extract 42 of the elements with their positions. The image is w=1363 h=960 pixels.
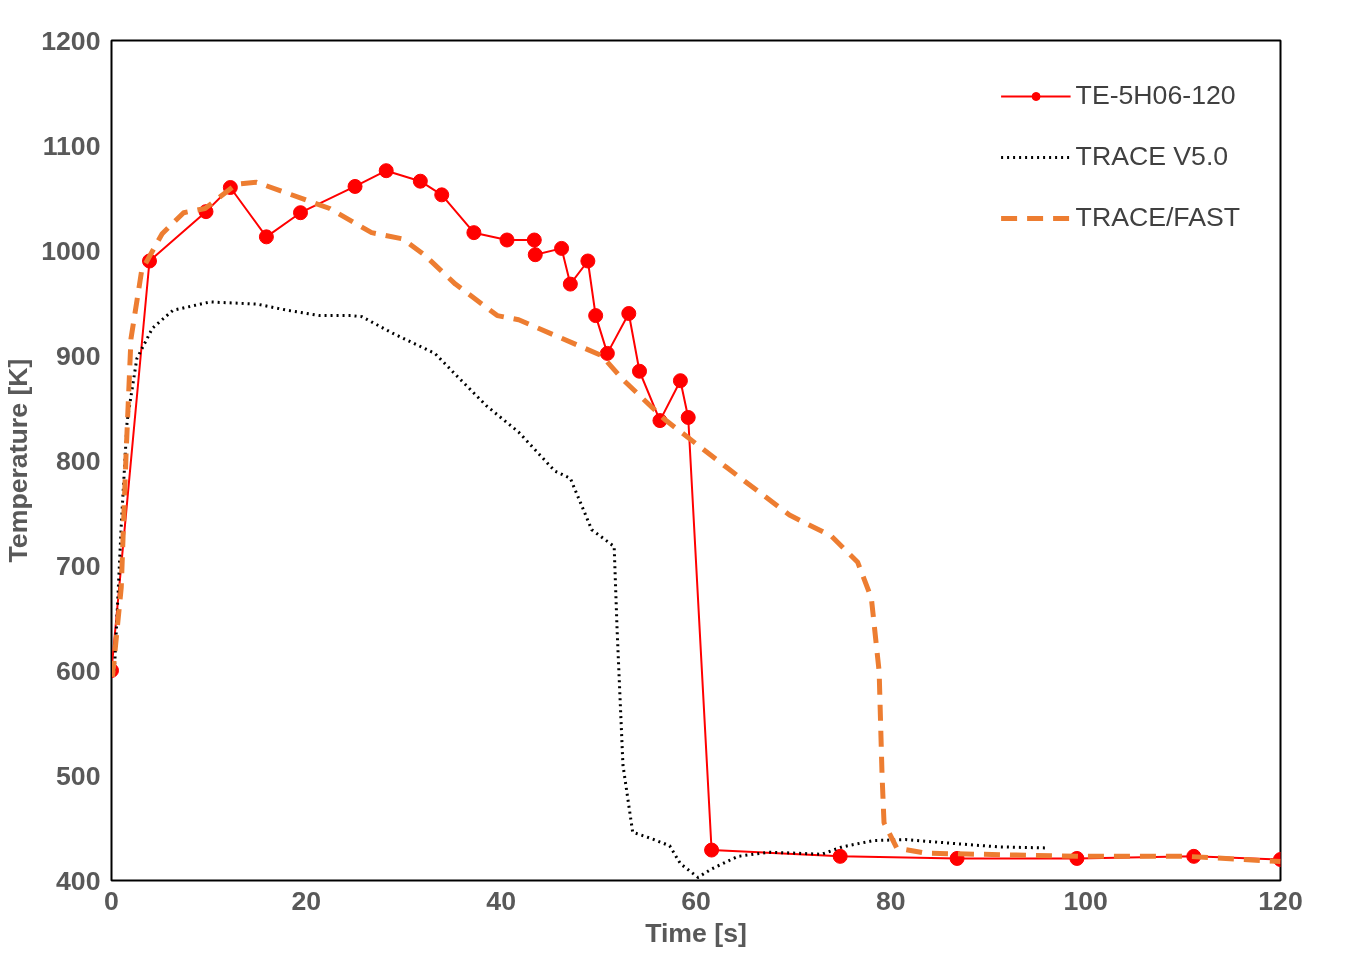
point: [621, 306, 637, 321]
legend-label: TE-5H06-120: [1075, 80, 1236, 111]
point: [832, 848, 848, 864]
point: [672, 373, 688, 389]
point: [704, 842, 720, 858]
y-tick-label: 800: [56, 445, 101, 476]
point: [466, 225, 482, 241]
x-tick-label: 80: [876, 885, 906, 916]
y-tick-label: 600: [56, 655, 101, 686]
point: [527, 247, 543, 263]
legend-label: TRACE/FAST: [1075, 202, 1240, 233]
point: [434, 187, 450, 203]
point: [292, 205, 308, 221]
point: [526, 232, 542, 248]
point: [347, 178, 363, 194]
y-tick-label: 700: [56, 550, 101, 581]
legend-label: TRACE V5.0: [1075, 141, 1229, 172]
y-axis-title: Temperature [K]: [3, 358, 34, 563]
point: [562, 276, 578, 292]
y-tick-label: 1000: [41, 235, 101, 266]
point: [378, 163, 394, 179]
x-axis-title: Time [s]: [645, 917, 747, 948]
point: [632, 363, 647, 379]
x-tick-label: 20: [291, 885, 322, 916]
point: [554, 240, 570, 256]
x-tick-label: 40: [486, 885, 516, 916]
y-tick-label: 500: [56, 760, 101, 791]
point: [588, 308, 604, 324]
point: [499, 232, 515, 248]
y-tick-label: 900: [56, 340, 101, 371]
point: [680, 409, 696, 425]
x-tick-label: 0: [104, 885, 119, 916]
point: [412, 173, 428, 189]
point: [599, 345, 615, 361]
point: [580, 253, 596, 269]
y-tick-label: 1200: [41, 25, 101, 56]
x-tick-label: 120: [1258, 885, 1303, 916]
x-tick-label: 100: [1063, 885, 1108, 916]
y-tick-label: 1100: [42, 130, 101, 161]
x-tick-label: 60: [681, 885, 711, 916]
point: [258, 229, 274, 245]
y-tick-label: 400: [56, 865, 101, 896]
